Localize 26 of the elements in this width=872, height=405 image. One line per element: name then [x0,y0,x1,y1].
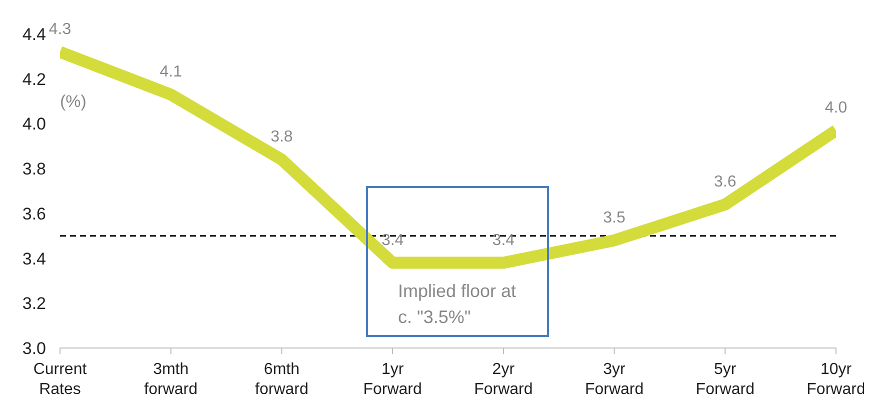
x-tick-label: 3mth forward [144,361,198,398]
data-label: 3.6 [714,173,736,190]
x-tick-label: 5yr Forward [696,361,754,398]
data-label: 4.3 [48,20,72,38]
x-tick-label: Current Rates [33,361,88,398]
x-tick-label: 10yr Forward [806,361,866,398]
data-label: 3.5 [603,209,626,226]
y-axis-title: (%) [60,92,86,112]
y-tick-label: 4.0 [22,114,46,134]
data-label: 3.4 [492,232,515,249]
annotation: Implied floor at c. "3.5%" [398,280,518,329]
data-label: 3.8 [270,128,293,146]
x-tick-label: 6mth forward [255,361,308,398]
data-label: 3.4 [381,232,404,249]
y-tick-label: 3.0 [22,339,46,358]
y-tick-label: 3.2 [22,294,46,314]
y-tick-label: 4.4 [22,25,46,44]
y-tick-label: 4.2 [22,70,46,89]
x-tick-label: 1yr Forward [363,361,422,398]
x-tick-label: 3yr Forward [584,361,644,398]
x-tick-label: 2yr Forward [474,361,533,398]
y-tick-label: 3.6 [22,204,46,224]
y-tick-label: 3.4 [22,249,46,268]
data-label: 4.0 [824,99,848,116]
data-label: 4.1 [160,64,182,81]
y-tick-label: 3.8 [22,160,46,179]
